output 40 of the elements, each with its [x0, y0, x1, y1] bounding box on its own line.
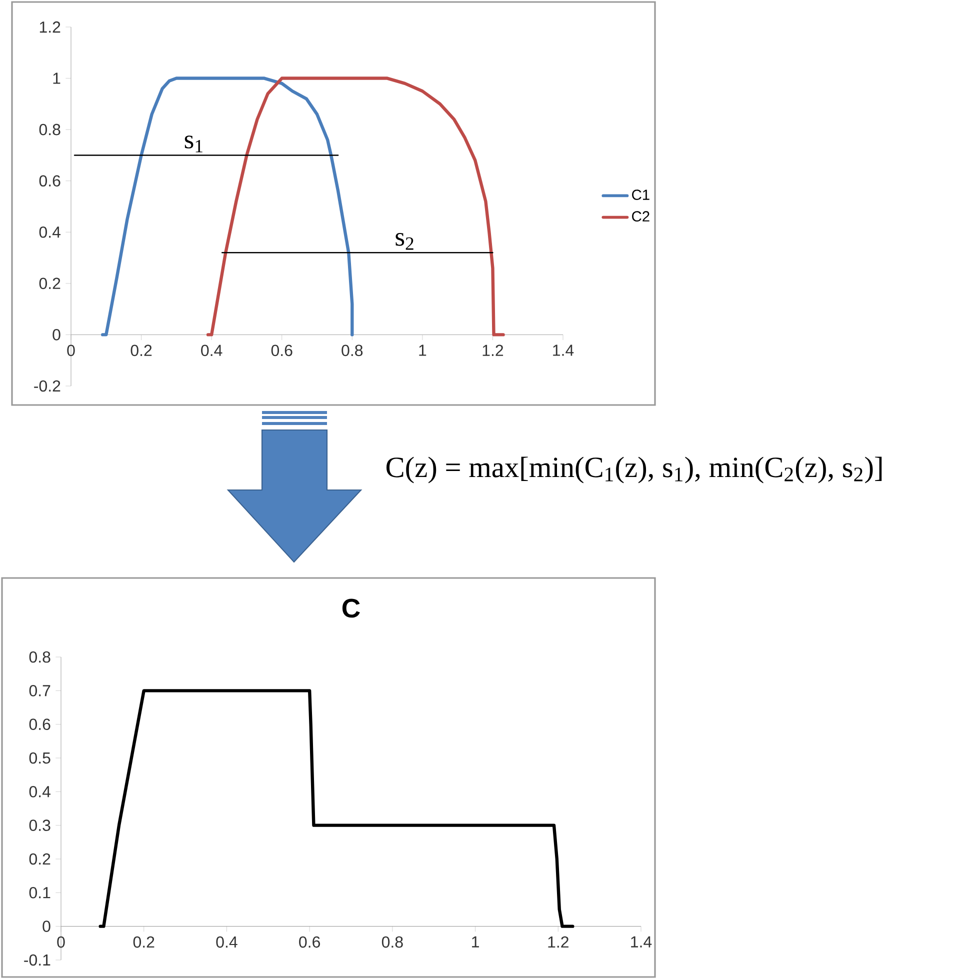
text: C(z) = max[min(C$_{1}$(z), s$_{1}$), min(C$_{2}$(z), s$_{2}$)]	[386, 456, 882, 484]
y-tick-label: 1.2	[40, 21, 60, 33]
y-tick-label: 1	[53, 72, 60, 84]
x-tick-label: 0.8	[342, 344, 363, 356]
x-tick-label: 0.6	[271, 344, 292, 356]
y-tick-label: 0.7	[29, 685, 50, 696]
y-tick-label: 0.5	[29, 752, 50, 764]
y-tick-label: 0.1	[29, 887, 50, 898]
y-tick-label: 0.6	[39, 175, 60, 187]
legend-label: C2	[632, 211, 650, 222]
y-tick-label: 0.2	[39, 278, 60, 290]
x-tick-label: 1	[419, 344, 426, 356]
x-tick-label: 1.2	[548, 936, 568, 948]
chart-title: C	[342, 598, 360, 618]
x-tick-label: 0.6	[299, 936, 320, 948]
x-tick-label: 0.4	[216, 936, 238, 948]
y-tick-label: 0.8	[29, 651, 50, 663]
y-tick-label: -0.1	[24, 954, 50, 966]
y-tick-label: 0	[42, 920, 50, 932]
y-tick-label: 0.8	[39, 124, 60, 136]
annotation: s$_{2}$	[396, 233, 414, 250]
y-tick-label: 0.6	[29, 718, 50, 730]
y-tick-label: 0	[52, 329, 60, 340]
line-series	[98, 689, 574, 928]
x-tick-label: 0.4	[201, 344, 222, 356]
x-tick-label: 0	[67, 344, 75, 356]
x-tick-label: 1.2	[482, 344, 504, 356]
y-tick-label: 0.3	[29, 820, 50, 831]
y-tick-label: 0.2	[29, 853, 50, 865]
x-tick-label: 0.2	[130, 344, 152, 356]
annotation: s$_{1}$	[184, 136, 202, 152]
y-tick-label: -0.2	[34, 380, 60, 392]
x-tick-label: 0.8	[382, 936, 403, 948]
x-tick-label: 0.2	[133, 936, 154, 948]
x-tick-label: 1.4	[631, 936, 652, 948]
y-tick-label: 0.4	[29, 786, 50, 798]
x-tick-label: 1.4	[553, 344, 574, 356]
y-tick-label: 0.4	[39, 226, 60, 238]
legend-label: C1	[632, 190, 650, 200]
x-tick-label: 1	[472, 936, 479, 948]
